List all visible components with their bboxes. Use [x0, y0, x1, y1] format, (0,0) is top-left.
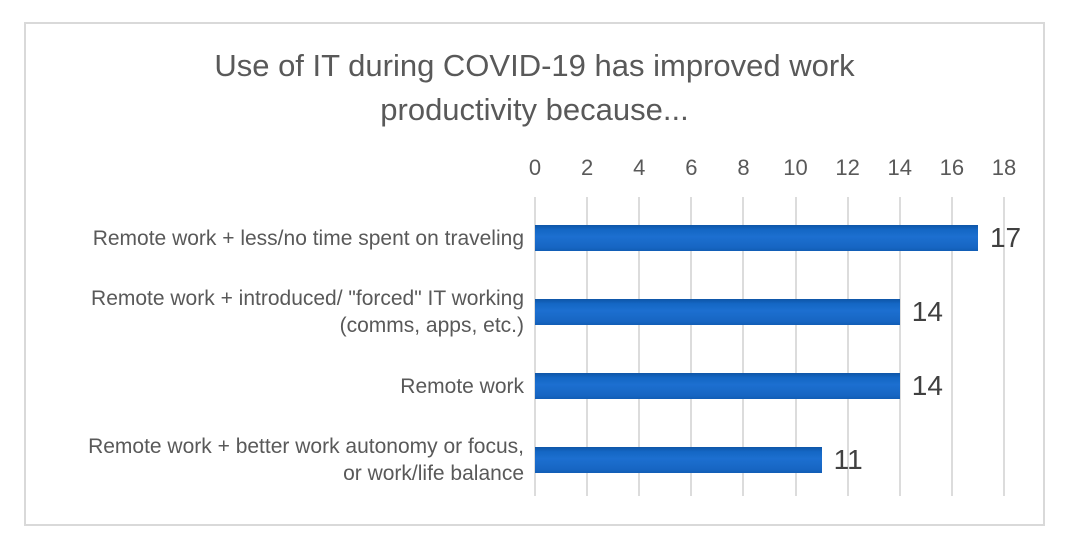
plot-area: 0 2 4 6 8 10 12 14 16 18 17 14 14 11 [529, 155, 1021, 496]
data-label: 11 [833, 444, 863, 475]
chart-frame: Use of IT during COVID-19 has improved w… [24, 22, 1045, 526]
x-axis-tick-label: 6 [685, 155, 698, 180]
category-label-line: Remote work [400, 374, 524, 398]
gridline [742, 197, 745, 496]
bar [535, 225, 978, 251]
gridline [898, 197, 901, 496]
category-label-line: (comms, apps, etc.) [339, 314, 524, 337]
chart-title-line: productivity because... [380, 92, 689, 127]
bar [535, 447, 822, 473]
gridline [638, 197, 641, 496]
chart-title-line: Use of IT during COVID-19 has improved w… [214, 48, 855, 83]
x-axis-tick-label: 2 [580, 155, 594, 180]
x-axis-tick-label: 18 [991, 155, 1017, 180]
category-label: Remote work + better work autonomy or fo… [36, 423, 524, 497]
category-label: Remote work + introduced/ "forced" IT wo… [36, 275, 524, 349]
x-axis-tick-label: 8 [737, 155, 750, 180]
category-label: Remote work + less/no time spent on trav… [36, 201, 524, 275]
x-axis-tick-label: 12 [835, 155, 860, 180]
gridline [846, 197, 849, 496]
x-axis-tick-label: 4 [633, 155, 646, 180]
gridline [586, 197, 589, 496]
x-axis-tick-label: 10 [783, 155, 808, 180]
gridline [534, 197, 536, 496]
chart-title: Use of IT during COVID-19 has improved w… [26, 44, 1043, 132]
bar [535, 299, 900, 325]
data-label: 14 [911, 370, 943, 401]
data-label: 14 [911, 296, 943, 327]
bar [535, 373, 900, 399]
gridline [950, 197, 953, 496]
x-axis-tick-label: 0 [528, 155, 542, 180]
data-label: 17 [989, 222, 1022, 253]
category-axis: Remote work + less/no time spent on trav… [36, 197, 524, 496]
category-label-line: Remote work + better work autonomy or fo… [88, 435, 524, 458]
x-axis-tick-label: 16 [939, 155, 965, 180]
x-axis-tick-label: 14 [887, 155, 912, 180]
gridline [1003, 197, 1005, 496]
category-label-line: Remote work + less/no time spent on trav… [92, 226, 524, 250]
gridline [794, 197, 797, 496]
category-label-line: or work/life balance [343, 462, 524, 485]
category-label-line: Remote work + introduced/ "forced" IT wo… [91, 287, 524, 310]
gridline [690, 197, 693, 496]
category-label: Remote work [36, 349, 524, 423]
